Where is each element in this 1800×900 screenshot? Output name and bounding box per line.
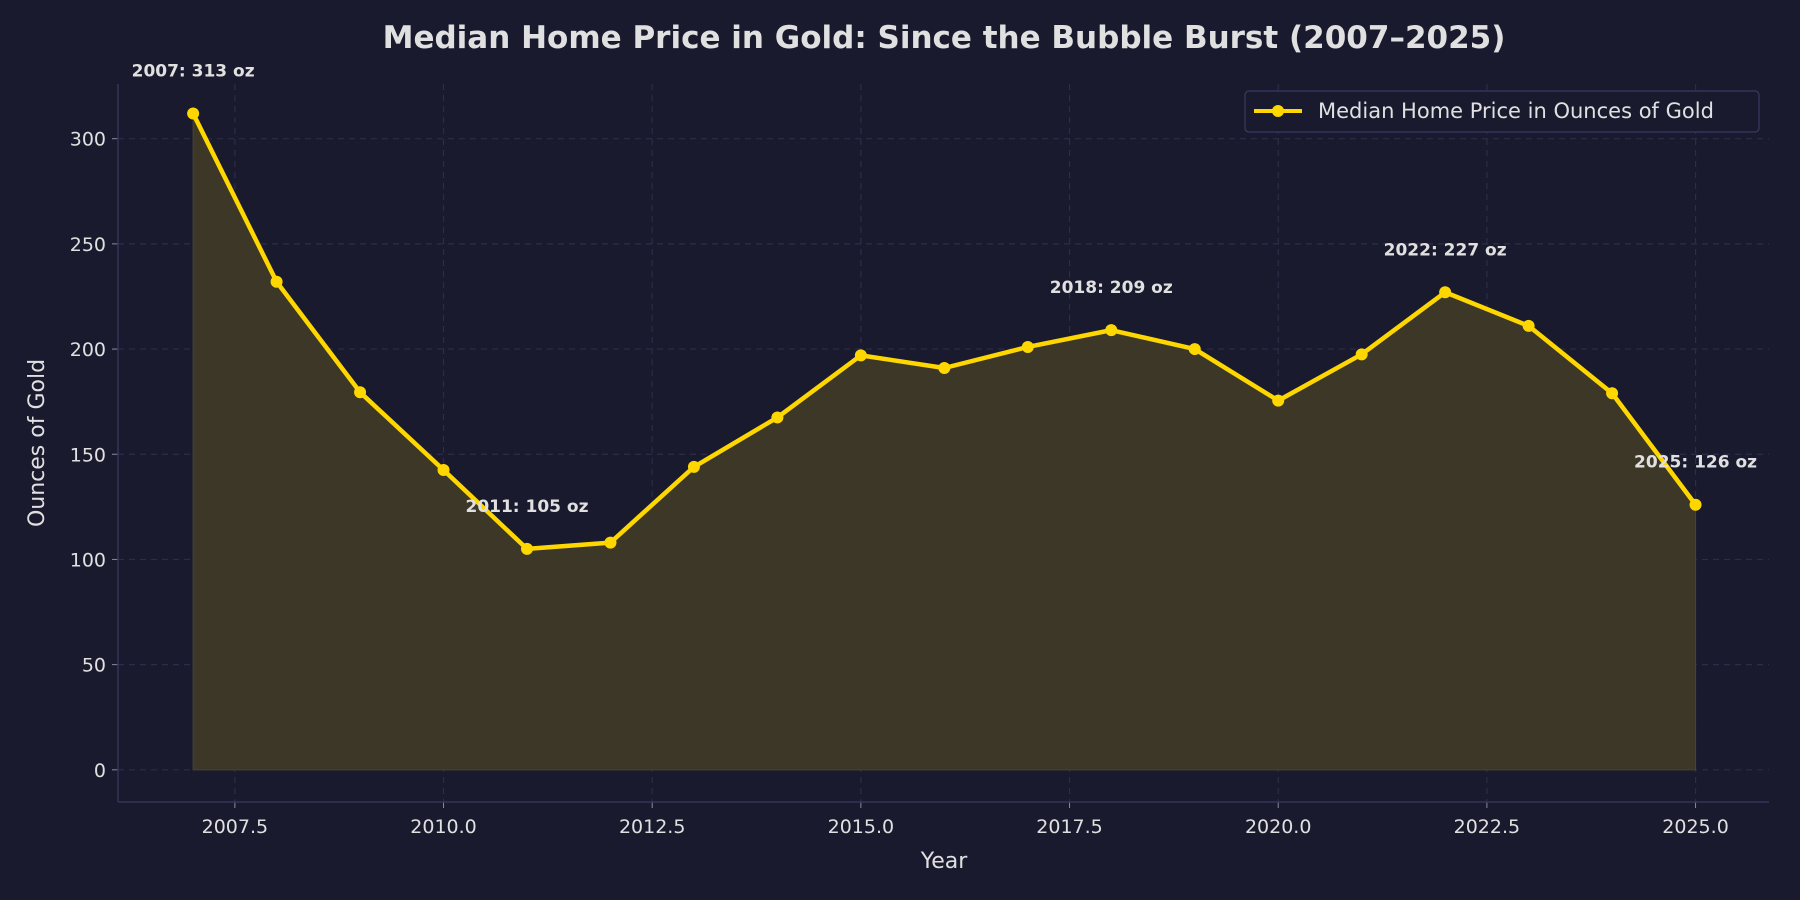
legend-marker-swatch <box>1272 105 1284 117</box>
data-point <box>854 349 867 362</box>
y-tick-label: 50 <box>82 655 106 677</box>
x-axis-label: Year <box>920 849 969 874</box>
data-point <box>1272 394 1285 407</box>
data-point <box>604 536 617 549</box>
x-tick-label: 2010.0 <box>410 816 476 838</box>
x-tick-label: 2022.5 <box>1454 816 1520 838</box>
legend-box <box>1244 90 1760 133</box>
annotation-label: 2007: 313 oz <box>132 61 255 81</box>
data-point <box>1606 387 1619 400</box>
x-tick-label: 2025.0 <box>1662 816 1728 838</box>
x-tick-label: 2015.0 <box>828 816 894 838</box>
chart-title: Median Home Price in Gold: Since the Bub… <box>383 20 1506 56</box>
annotation-label: 2022: 227 oz <box>1384 240 1507 260</box>
data-point <box>1439 286 1452 299</box>
x-tick-label: 2012.5 <box>619 816 685 838</box>
annotations: 2007: 313 oz 2011: 105 oz 2018: 209 oz 2022… <box>132 61 1758 516</box>
area-fill-polygon <box>192 113 1697 771</box>
data-point <box>1021 340 1034 353</box>
data-point <box>354 386 367 399</box>
y-tick-label: 100 <box>70 549 106 571</box>
axes: 2007.5 2010.0 2012.5 2015.0 2017.5 2020.0 2022… <box>70 84 1769 838</box>
x-tick-label: 2007.5 <box>202 816 268 838</box>
legend: Median Home Price in Ounces of Gold <box>1244 90 1760 133</box>
data-point <box>1188 343 1201 356</box>
area-fill <box>192 113 1697 771</box>
data-point <box>1522 319 1535 332</box>
data-point <box>1105 324 1118 337</box>
annotation-label: 2025: 126 oz <box>1634 453 1757 473</box>
data-point <box>1355 348 1368 361</box>
y-tick-label: 300 <box>70 129 106 151</box>
annotation-label: 2018: 209 oz <box>1050 278 1173 298</box>
y-tick-label: 0 <box>94 760 106 782</box>
data-point <box>270 275 283 288</box>
data-point <box>437 464 450 477</box>
data-point <box>1689 498 1702 511</box>
x-tick-label: 2020.0 <box>1245 816 1311 838</box>
x-tick-label: 2017.5 <box>1036 816 1102 838</box>
y-tick-label: 200 <box>70 339 106 361</box>
y-tick-label: 250 <box>70 234 106 256</box>
data-point <box>520 542 533 555</box>
y-tick-label: 150 <box>70 444 106 466</box>
data-point <box>771 411 784 424</box>
data-point <box>187 107 200 120</box>
data-point <box>687 460 700 473</box>
y-axis-label: Ounces of Gold <box>25 359 50 527</box>
series-group <box>187 107 1702 555</box>
legend-label: Median Home Price in Ounces of Gold <box>1318 99 1714 123</box>
data-point <box>938 362 951 375</box>
annotation-label: 2011: 105 oz <box>465 497 588 517</box>
